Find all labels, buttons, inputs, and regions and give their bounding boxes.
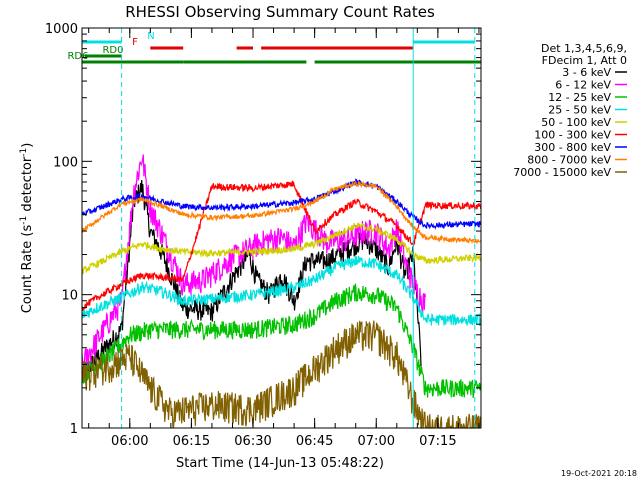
plot-area: NF RD0 RD6 [67, 28, 482, 430]
series-line-6 [81, 180, 482, 311]
legend-entry-label: 100 - 300 keV [534, 129, 611, 142]
flag-label-rd6: RD6 [67, 51, 88, 62]
flag-label-f: F [132, 37, 138, 48]
legend-entry-label: 3 - 6 keV [562, 66, 611, 79]
y-axis-label-rest: detector [20, 156, 35, 216]
y-tick-label: 1 [70, 422, 78, 437]
axis-ticks: 1 10 100 1000 06:00 06:15 06:30 06:45 07:00 07:15 [45, 22, 481, 449]
x-tick-label: 07:15 [419, 434, 456, 449]
plot-frame [81, 27, 482, 429]
x-tick-label: 07:00 [358, 434, 395, 449]
series-line-4 [81, 255, 482, 326]
series-line-7 [81, 178, 482, 230]
legend-entry-label: 6 - 12 keV [555, 79, 611, 92]
y-tick-label: 10 [61, 289, 78, 304]
chart-title: RHESSI Observing Summary Count Rates [125, 3, 435, 21]
legend-header-line: Det 1,3,4,5,6,9, [541, 42, 627, 55]
render-timestamp: 19-Oct-2021 20:18 [561, 469, 637, 478]
x-tick-label: 06:00 [111, 434, 148, 449]
legend-entry-label: 800 - 7000 keV [527, 154, 611, 167]
x-tick-label: 06:45 [296, 434, 333, 449]
y-tick-label: 1000 [45, 22, 78, 37]
y-axis-label-sup: -1 [19, 216, 29, 225]
series-line-9 [81, 320, 482, 430]
legend-entry-label: 300 - 800 keV [534, 141, 611, 154]
series-line-3 [81, 283, 482, 399]
y-axis-label-main: Count Rate (s [20, 225, 35, 314]
x-tick-label: 06:30 [234, 434, 271, 449]
legend-entry-label: 25 - 50 keV [548, 104, 611, 117]
series-line-2 [81, 154, 426, 372]
x-tick-label: 06:15 [173, 434, 210, 449]
flag-label-n: N [147, 31, 154, 42]
flag-label-rd0: RD0 [102, 45, 123, 56]
y-axis-label: Count Rate (s-1 detector-1) [19, 143, 35, 314]
y-axis-label-sup-2: -1 [19, 148, 29, 157]
series-line-1 [81, 179, 422, 379]
legend-entry-label: 7000 - 15000 keV [513, 166, 611, 179]
legend-entry-label: 12 - 25 keV [548, 91, 611, 104]
legend: Det 1,3,4,5,6,9,FDecim 1, Att 03 - 6 keV… [513, 42, 627, 179]
legend-entry-label: 50 - 100 keV [541, 116, 611, 129]
y-tick-label: 100 [53, 155, 78, 170]
series-line-5 [81, 222, 482, 275]
x-axis-label: Start Time (14-Jun-13 05:48:22) [176, 456, 384, 471]
legend-header-line: FDecim 1, Att 0 [542, 54, 627, 67]
y-axis-label-close: ) [20, 143, 35, 148]
series-line-8 [81, 179, 482, 245]
